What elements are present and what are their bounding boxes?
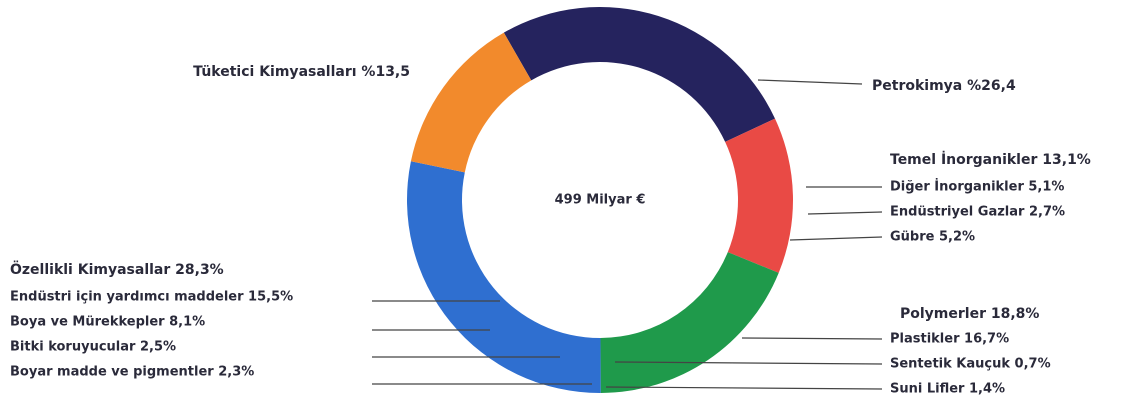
segment-label: Özellikli Kimyasallar 28,3%: [10, 260, 224, 278]
leader-line: [807, 211, 883, 215]
detail-label: Boyar madde ve pigmentler 2,3%: [10, 365, 254, 380]
donut-segment: [410, 32, 532, 173]
donut-segment: [725, 118, 793, 273]
leader-line: [605, 386, 883, 390]
leader-line: [789, 236, 883, 241]
category-name: Petrokimya: [872, 78, 962, 94]
detail-label: Gübre 5,2%: [890, 230, 975, 245]
detail-label: Boya ve Mürekkepler 8,1%: [10, 315, 205, 330]
leader-line: [757, 79, 863, 85]
value-label: 13,1%: [1042, 152, 1091, 168]
detail-label: Suni Lifler 1,4%: [890, 382, 1005, 397]
center-label: 499 Milyar €: [555, 193, 646, 208]
segment-label: Polymerler 18,8%: [900, 306, 1039, 322]
detail-label: Sentetik Kauçuk 0,7%: [890, 357, 1051, 372]
segment-label: Tüketici Kimyasalları %13,5: [193, 64, 410, 80]
category-name: Tüketici Kimyasalları: [193, 64, 356, 80]
donut-segment: [600, 252, 779, 393]
detail-label: Plastikler 16,7%: [890, 332, 1009, 347]
donut-segment: [503, 7, 776, 142]
detail-label: Bitki koruyucular 2,5%: [10, 340, 176, 355]
leader-line: [614, 361, 883, 365]
segment-label: Petrokimya %26,4: [872, 78, 1016, 94]
detail-label: Endüstriyel Gazlar 2,7%: [890, 205, 1065, 220]
category-name: Özellikli Kimyasallar: [10, 260, 170, 278]
detail-label: Endüstri için yardımcı maddeler 15,5%: [10, 290, 293, 305]
value-label: 18,8%: [991, 306, 1040, 322]
segment-label: Temel İnorganikler 13,1%: [890, 151, 1091, 168]
category-name: Polymerler: [900, 306, 986, 322]
value-label: %13,5: [361, 64, 410, 80]
value-label: 28,3%: [175, 262, 224, 278]
leader-line: [741, 337, 883, 340]
donut-segment: [407, 161, 601, 393]
value-label: %26,4: [967, 78, 1016, 94]
detail-label: Diğer İnorganikler 5,1%: [890, 179, 1064, 195]
category-name: Temel İnorganikler: [890, 151, 1037, 168]
